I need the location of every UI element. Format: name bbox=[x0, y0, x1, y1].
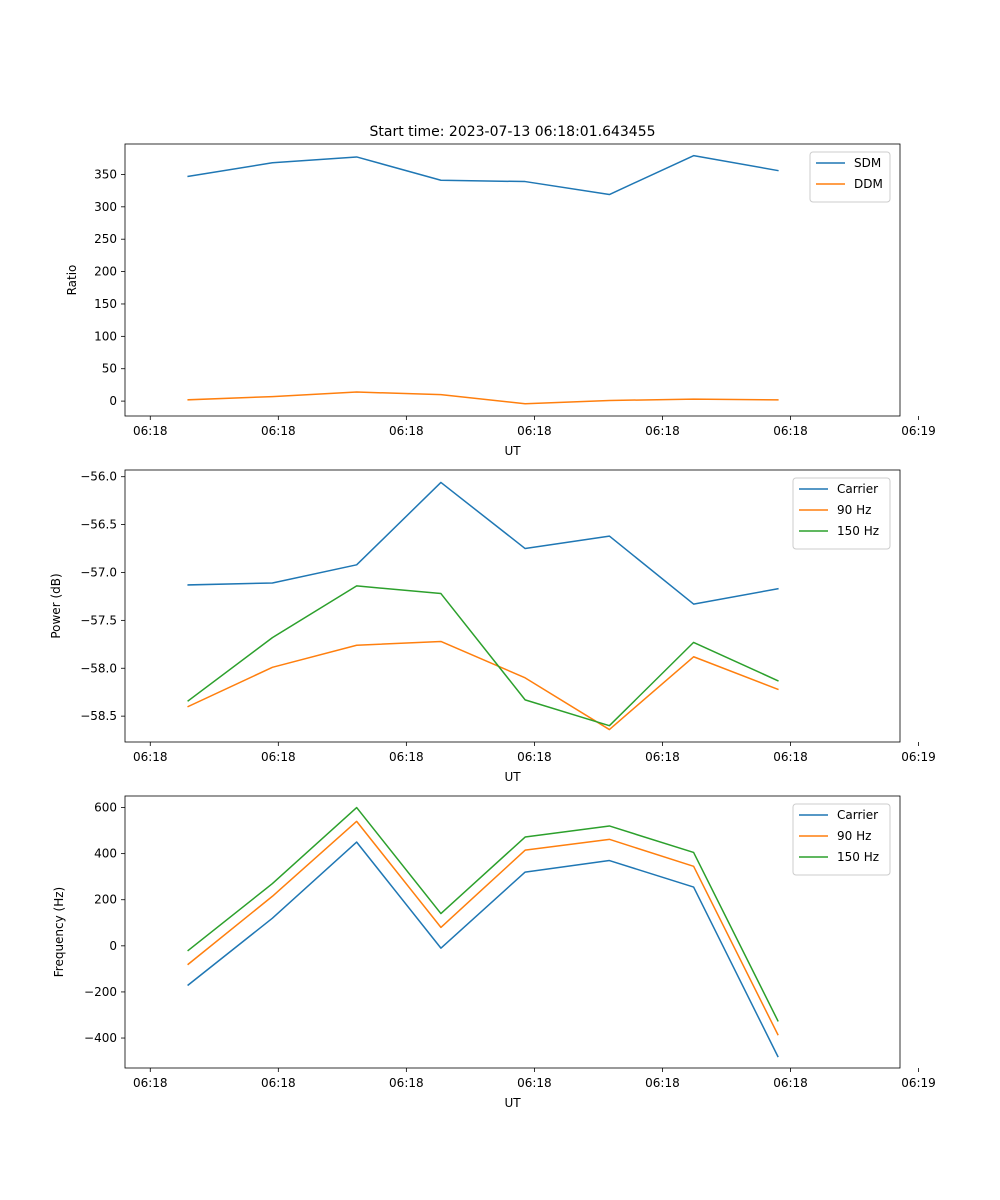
x-tick-label: 06:18 bbox=[645, 1076, 680, 1090]
series-line-90-hz bbox=[187, 640, 779, 731]
legend-label: SDM bbox=[854, 156, 881, 170]
x-tick-label: 06:18 bbox=[517, 424, 552, 438]
legend-label: Carrier bbox=[837, 808, 878, 822]
y-tick-label: 200 bbox=[94, 893, 117, 907]
y-tick-label: −57.5 bbox=[80, 613, 117, 627]
y-tick-label: 600 bbox=[94, 801, 117, 815]
y-axis-label: Ratio bbox=[65, 265, 79, 296]
figure-title: Start time: 2023-07-13 06:18:01.643455 bbox=[369, 124, 655, 140]
x-tick-label: 06:18 bbox=[645, 424, 680, 438]
series-line-150-hz bbox=[187, 806, 779, 1022]
series-line-ddm bbox=[187, 391, 779, 405]
series-line-sdm bbox=[187, 154, 779, 196]
axes-frame bbox=[124, 469, 901, 743]
legend-label: DDM bbox=[854, 177, 883, 191]
legend-label: 150 Hz bbox=[837, 850, 879, 864]
x-axis-label: UT bbox=[504, 770, 521, 784]
x-tick-label: 06:18 bbox=[517, 1076, 552, 1090]
series-line-carrier bbox=[187, 841, 779, 1058]
y-tick-label: 350 bbox=[94, 167, 117, 181]
series-line-90-hz bbox=[187, 820, 779, 1036]
legend-box bbox=[809, 151, 891, 203]
x-tick-label: 06:18 bbox=[773, 424, 808, 438]
x-tick-label: 06:18 bbox=[773, 1076, 808, 1090]
x-tick-label: 06:19 bbox=[901, 424, 936, 438]
y-tick-label: 300 bbox=[94, 200, 117, 214]
axes-frame bbox=[124, 143, 901, 417]
x-axis-label: UT bbox=[504, 444, 521, 458]
y-tick-label: −57.0 bbox=[80, 565, 117, 579]
y-tick-label: −58.0 bbox=[80, 661, 117, 675]
legend-label: 150 Hz bbox=[837, 524, 879, 538]
series-line-carrier bbox=[187, 481, 779, 605]
y-axis-label: Power (dB) bbox=[49, 573, 63, 638]
power-panel: 06:18 06:18 06:18 06:18 06:18 06:18 06:19 −58.5… bbox=[49, 469, 936, 784]
y-tick-label: 400 bbox=[94, 847, 117, 861]
legend-label: 90 Hz bbox=[837, 829, 871, 843]
y-tick-label: 200 bbox=[94, 265, 117, 279]
x-tick-label: 06:18 bbox=[517, 750, 552, 764]
legend: SDM DDM bbox=[809, 151, 891, 203]
x-tick-label: 06:18 bbox=[261, 1076, 296, 1090]
y-tick-label: −56.0 bbox=[80, 470, 117, 484]
legend: Carrier 90 Hz 150 Hz bbox=[792, 477, 891, 550]
x-tick-label: 06:18 bbox=[261, 750, 296, 764]
x-tick-label: 06:18 bbox=[773, 750, 808, 764]
y-tick-label: 250 bbox=[94, 232, 117, 246]
legend: Carrier 90 Hz 150 Hz bbox=[792, 803, 891, 876]
x-tick-label: 06:19 bbox=[901, 1076, 936, 1090]
x-tick-label: 06:19 bbox=[901, 750, 936, 764]
ratio-panel: 06:18 06:18 06:18 06:18 06:18 06:18 06:19 0 50 10… bbox=[65, 143, 936, 458]
y-tick-label: −56.5 bbox=[80, 518, 117, 532]
y-tick-label: −58.5 bbox=[80, 709, 117, 723]
legend-label: Carrier bbox=[837, 482, 878, 496]
x-tick-label: 06:18 bbox=[133, 1076, 168, 1090]
x-tick-label: 06:18 bbox=[389, 1076, 424, 1090]
legend-label: 90 Hz bbox=[837, 503, 871, 517]
y-tick-label: 50 bbox=[102, 362, 117, 376]
y-tick-label: 100 bbox=[94, 329, 117, 343]
x-tick-label: 06:18 bbox=[133, 424, 168, 438]
x-tick-label: 06:18 bbox=[645, 750, 680, 764]
series-line-150-hz bbox=[187, 585, 779, 727]
x-tick-label: 06:18 bbox=[133, 750, 168, 764]
y-tick-label: 150 bbox=[94, 297, 117, 311]
y-axis-label: Frequency (Hz) bbox=[52, 887, 66, 978]
y-tick-label: 0 bbox=[109, 939, 117, 953]
y-tick-label: 0 bbox=[109, 394, 117, 408]
x-tick-label: 06:18 bbox=[389, 424, 424, 438]
x-tick-label: 06:18 bbox=[261, 424, 296, 438]
axes-frame bbox=[124, 795, 901, 1069]
y-tick-label: −200 bbox=[84, 985, 117, 999]
frequency-panel: 06:18 06:18 06:18 06:18 06:18 06:18 06:19 −400 −… bbox=[52, 795, 936, 1110]
x-tick-label: 06:18 bbox=[389, 750, 424, 764]
x-axis-label: UT bbox=[504, 1096, 521, 1110]
y-tick-label: −400 bbox=[84, 1031, 117, 1045]
